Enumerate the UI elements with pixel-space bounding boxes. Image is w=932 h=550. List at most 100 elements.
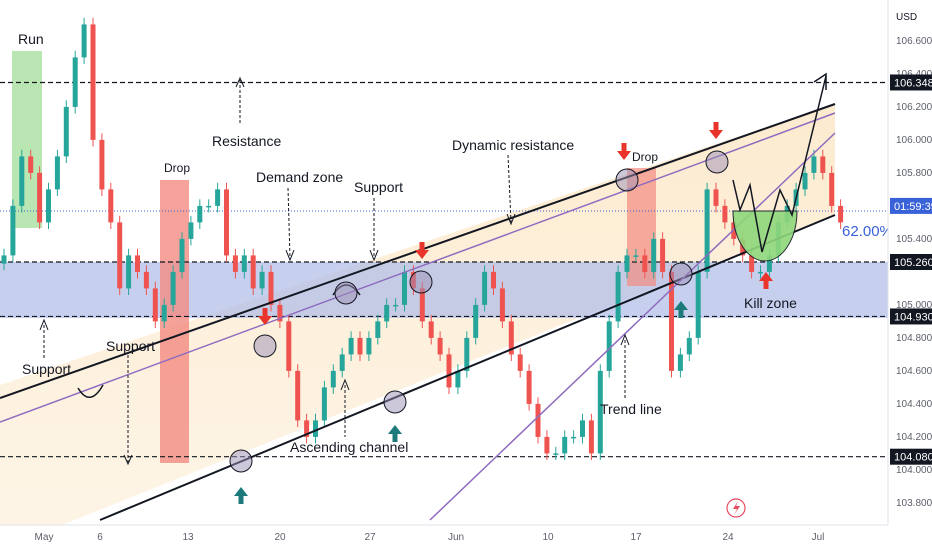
candle-body bbox=[402, 271, 407, 305]
red-arrow-down-icon bbox=[709, 122, 723, 139]
price-tag bbox=[890, 448, 932, 465]
trend-line bbox=[429, 132, 836, 521]
price-tick: 103.800 bbox=[896, 498, 932, 509]
price-ticks: 103.800 104.000 104.200 104.400 104.600 104.8… bbox=[896, 36, 932, 509]
price-tick: 105.000 bbox=[896, 300, 932, 311]
candle-body bbox=[63, 106, 69, 157]
candle-body bbox=[241, 255, 247, 272]
candle-body bbox=[624, 255, 630, 272]
price-tick: 104.600 bbox=[896, 366, 932, 377]
currency-label: USD bbox=[896, 12, 917, 23]
time-ticks: May 6 13 20 27 Jun 10 17 24 Jul bbox=[35, 532, 825, 543]
price-tick: 104.000 bbox=[896, 465, 932, 476]
candle-body bbox=[722, 205, 728, 223]
candle-body bbox=[437, 337, 443, 355]
candle-body bbox=[161, 304, 167, 322]
candle-body bbox=[135, 255, 140, 272]
touch-circle bbox=[334, 281, 358, 305]
candle-body bbox=[517, 354, 523, 371]
candle-body bbox=[295, 370, 301, 421]
candle-body bbox=[642, 255, 648, 272]
price-tag-label: 104.080 bbox=[894, 452, 932, 464]
price-tag-label: 104.930 bbox=[894, 311, 932, 323]
drop-box-1 bbox=[160, 180, 189, 463]
candle-body bbox=[277, 304, 283, 322]
label-trend-line: Trend line bbox=[600, 401, 662, 417]
candle-body bbox=[606, 321, 612, 371]
candle-body bbox=[464, 337, 470, 371]
fib-label: 62.00% bbox=[842, 223, 893, 240]
label-drop-1: Drop bbox=[164, 161, 190, 175]
price-tick: 105.800 bbox=[896, 168, 932, 179]
candle-body bbox=[562, 436, 568, 454]
candle-body bbox=[473, 304, 479, 338]
dynamic-resistance-line bbox=[0, 112, 836, 423]
horizontal-levels bbox=[0, 81, 888, 458]
time-tick: May bbox=[35, 532, 54, 543]
touch-circle bbox=[705, 150, 729, 174]
red-arrow-down-icon bbox=[617, 143, 631, 160]
label-support-lower: Support bbox=[106, 338, 155, 354]
time-axis[interactable] bbox=[0, 525, 932, 550]
candle-body bbox=[758, 271, 763, 274]
lightning-icon[interactable] bbox=[726, 498, 746, 518]
touch-circle bbox=[409, 270, 433, 294]
candle-body bbox=[535, 403, 541, 437]
candle-body bbox=[321, 387, 327, 421]
price-tick: 106.000 bbox=[896, 135, 932, 146]
support-arc-left bbox=[77, 384, 104, 398]
candle-body bbox=[686, 337, 692, 355]
candle-body bbox=[224, 189, 229, 256]
candle-body bbox=[508, 321, 514, 355]
price-tick: 106.600 bbox=[896, 36, 932, 47]
candle-body bbox=[152, 288, 158, 322]
teal-arrow-up-icon bbox=[234, 487, 248, 504]
red-arrow-up-icon bbox=[759, 272, 773, 289]
kill-zone-shape bbox=[732, 210, 798, 262]
time-tick: 13 bbox=[182, 532, 194, 543]
candle-body bbox=[366, 337, 372, 355]
candle-body bbox=[446, 354, 452, 388]
candle-body bbox=[695, 271, 701, 338]
candle-body bbox=[838, 205, 844, 223]
candle-body bbox=[108, 189, 114, 223]
candle-body bbox=[660, 238, 666, 272]
red-arrow-down-icon bbox=[258, 308, 272, 325]
candle-body bbox=[197, 205, 203, 223]
price-tag-label: 01:59:39 bbox=[894, 201, 932, 213]
candle-body bbox=[580, 420, 585, 437]
touch-circle bbox=[615, 168, 639, 192]
time-tick: 27 bbox=[364, 532, 376, 543]
time-tick: 10 bbox=[542, 532, 554, 543]
candle-body bbox=[179, 238, 185, 272]
signal-arrows bbox=[234, 122, 773, 504]
candle-body bbox=[393, 304, 399, 307]
candle-body bbox=[90, 24, 96, 140]
time-tick: 6 bbox=[97, 532, 103, 543]
candle-body bbox=[802, 172, 808, 190]
candle-body bbox=[491, 271, 496, 289]
candle-body bbox=[428, 321, 434, 338]
price-tick: 106.200 bbox=[896, 102, 932, 113]
candle-body bbox=[313, 420, 318, 437]
time-tick: Jun bbox=[448, 532, 464, 543]
price-tag-label: 106.348 bbox=[894, 77, 932, 89]
candle-body bbox=[820, 156, 826, 173]
candle-body bbox=[259, 271, 265, 289]
label-ascending-channel: Ascending channel bbox=[290, 439, 408, 455]
candle-body bbox=[1, 255, 7, 264]
candle-body bbox=[375, 321, 381, 338]
label-demand-zone: Demand zone bbox=[256, 169, 343, 185]
label-resistance: Resistance bbox=[212, 133, 281, 149]
candle-body bbox=[713, 189, 719, 206]
candle-body bbox=[455, 370, 461, 388]
label-dynamic-resistance: Dynamic resistance bbox=[452, 137, 574, 153]
candle-body bbox=[54, 156, 60, 190]
candle-body bbox=[348, 337, 354, 355]
candle-body bbox=[170, 271, 176, 305]
candle-body bbox=[766, 255, 772, 272]
demand-zone-band bbox=[0, 262, 888, 318]
candle-body bbox=[669, 271, 674, 371]
price-tick: 106.400 bbox=[896, 69, 932, 80]
